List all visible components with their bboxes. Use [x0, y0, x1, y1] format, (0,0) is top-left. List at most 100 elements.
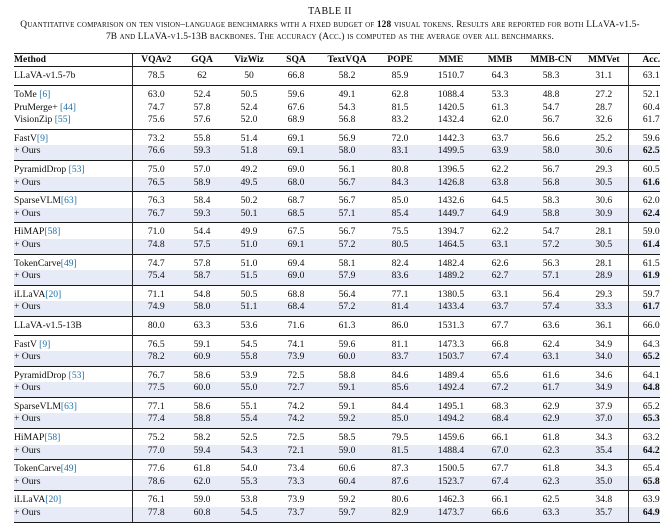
column-header-mme: MME	[424, 52, 478, 67]
cell-mmb: 67.0	[478, 444, 522, 460]
table-row: + Ours 75.4 58.7 51.5 69.0 57.9 83.6 1489.2 62.7…	[14, 270, 660, 286]
cell-sqa: 74.1	[274, 334, 318, 352]
method-name: + Ours	[14, 270, 41, 282]
citation-link[interactable]: [20]	[45, 288, 62, 300]
cell-mme: 1088.4	[424, 84, 478, 102]
cell-mmb-cn: 61.7	[522, 382, 580, 398]
citation-link[interactable]: [6]	[39, 89, 51, 100]
cell-textvqa: 59.0	[318, 444, 376, 460]
cell-mme: 1531.3	[424, 315, 478, 335]
cell-method: iLLaVA[20]	[14, 284, 132, 302]
column-header-method: Method	[14, 52, 132, 67]
cell-mmb: 64.9	[478, 207, 522, 223]
cell-vqav2: 76.7	[131, 207, 180, 223]
citation-link[interactable]: [53]	[68, 163, 85, 175]
cell-vizwiz: 55.1	[224, 396, 274, 414]
cell-sqa: 68.0	[274, 176, 318, 192]
table-row: + Ours 78.2 60.9 55.8 73.9 60.0 83.7 1503.7 67.4…	[14, 351, 660, 367]
citation-link[interactable]: [53]	[68, 369, 85, 381]
method-name: PyramidDrop	[14, 369, 69, 381]
cell-method: + Ours	[14, 351, 132, 367]
method-name: + Ours	[14, 475, 41, 487]
cell-gqa: 62.0	[180, 475, 224, 491]
cell-method: + Ours	[14, 301, 132, 317]
cell-pope: 83.2	[391, 114, 409, 126]
cell-vqav2: 76.5	[131, 176, 180, 192]
cell-method: TokenCarve[49]	[14, 253, 132, 271]
cell-gqa: 60.9	[180, 351, 224, 367]
cell-mme: 1473.3	[424, 334, 478, 352]
cell-vqav2: 75.2	[131, 428, 180, 445]
cell-vizwiz: 53.9	[224, 365, 274, 383]
cell-acc-: 59.0	[627, 222, 660, 239]
cell-vizwiz: 51.5	[224, 270, 274, 286]
cell-method: + Ours	[14, 382, 132, 398]
citation-link[interactable]: [55]	[54, 114, 71, 126]
cell-vizwiz: 54.3	[224, 444, 274, 460]
cell-mmvet: 29.3	[580, 159, 628, 177]
cell-textvqa: 58.8	[318, 365, 376, 383]
cell-gqa: 58.6	[180, 396, 224, 414]
cell-pope: 85.0	[376, 413, 424, 429]
method-name: + Ours	[14, 207, 41, 219]
cell-mmvet: 37.9	[580, 396, 628, 414]
table-row: SparseVLM[63] 76.3 58.4 50.2 68.7 56.7 85.0 143…	[14, 191, 660, 208]
citation-link[interactable]: [9]	[36, 132, 49, 144]
cell-mmvet: 34.0	[580, 351, 628, 367]
cell-sqa: 68.7	[274, 191, 318, 208]
cell-mmb: 67.7	[478, 459, 522, 476]
cell-gqa: 58.4	[180, 191, 224, 208]
citation-link[interactable]: [20]	[45, 494, 62, 506]
cell-method: + Ours	[14, 176, 132, 192]
citation-link[interactable]: [63]	[60, 195, 77, 207]
cell-pope: 82.9	[376, 507, 424, 523]
cell-mme: 1426.8	[424, 176, 478, 192]
cell-mmb-cn: 54.7	[542, 101, 560, 113]
cell-method: HiMAP[58]	[14, 222, 132, 239]
cell-mmvet: 28.1	[580, 253, 628, 271]
citation-link[interactable]: [58]	[44, 226, 61, 238]
cell-mmb: 68.4	[478, 413, 522, 429]
method-name: + Ours	[14, 382, 41, 394]
cell-mmb-cn: 48.8	[522, 84, 580, 102]
method-name: + Ours	[14, 351, 41, 363]
cell-acc-: 59.6	[627, 128, 660, 146]
cell-vizwiz: 55.4	[224, 413, 274, 429]
citation-link[interactable]: [58]	[44, 432, 61, 444]
citation-link[interactable]: [63]	[60, 400, 77, 412]
cell-mmvet: 30.5	[580, 238, 628, 255]
cell-vizwiz: 52.0	[240, 114, 258, 126]
cell-mmb-cn: 58.0	[522, 145, 580, 161]
method-name: PyramidDrop	[14, 163, 69, 175]
cell-mmb: 67.4	[478, 475, 522, 491]
cell-textvqa: 60.0	[318, 351, 376, 367]
cell-textvqa: 56.8	[338, 114, 356, 126]
cell-mmvet: 34.3	[580, 459, 628, 476]
method-name: iLLaVA	[14, 288, 46, 300]
cell-method: + Ours	[14, 444, 132, 460]
citation-link[interactable]: [49]	[60, 257, 77, 269]
cell-mme: 1432.4	[437, 114, 465, 126]
cell-sqa: 73.4	[274, 459, 318, 476]
cell-vqav2: 77.8	[131, 507, 180, 523]
cell-sqa: 72.5	[274, 365, 318, 383]
cell-method: PyramidDrop [53]	[14, 159, 132, 177]
cell-acc-: 63.1	[627, 66, 660, 86]
column-header-textvqa: TextVQA	[318, 52, 376, 67]
citation-link[interactable]: [44]	[60, 101, 76, 113]
cell-vizwiz: 50.5	[224, 284, 274, 302]
citation-link[interactable]: [9]	[39, 338, 51, 350]
table-body: LLaVA-v1.5-7b 78.5 62 50 66.8 58.2 85.9 1510.7 6…	[14, 66, 660, 523]
citation-link[interactable]: [49]	[60, 463, 77, 475]
table-row: SparseVLM[63] 77.1 58.6 55.1 74.2 59.1 84.4 149…	[14, 396, 660, 414]
cell-vqav2: 74.8	[131, 238, 180, 255]
cell-acc-: 66.0	[627, 315, 660, 335]
cell-mmb: 64.3	[478, 66, 522, 86]
cell-mmb-cn: 56.7	[522, 159, 580, 177]
cell-vqav2: 63.0	[131, 84, 180, 102]
cell-sqa: 69.1	[274, 128, 318, 146]
cell-mmvet: 37.0	[580, 413, 628, 429]
cell-gqa: 58.9	[180, 176, 224, 192]
cell-vqav2: 71.1	[131, 284, 180, 302]
table-row: + Ours 78.6 62.0 55.3 73.3 60.4 87.6 1523.7 67.4…	[14, 475, 660, 491]
